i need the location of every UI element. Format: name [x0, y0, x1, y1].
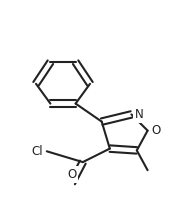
Text: N: N — [135, 108, 144, 121]
Text: O: O — [67, 168, 77, 181]
Text: O: O — [151, 124, 160, 137]
Text: Cl: Cl — [31, 145, 43, 158]
